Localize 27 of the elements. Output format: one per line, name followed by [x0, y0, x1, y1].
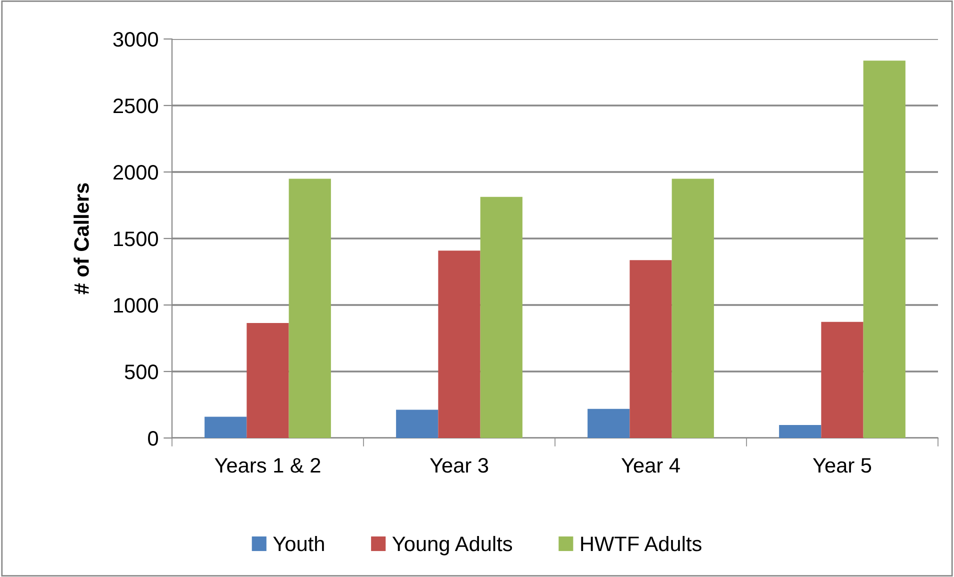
y-tick-label: 2000	[114, 165, 158, 180]
bar	[246, 322, 289, 438]
bar	[779, 424, 822, 438]
y-tick-label: 1500	[114, 232, 158, 246]
y-tick-label: 0	[148, 431, 158, 446]
legend-label: HWTF Adults	[581, 536, 702, 552]
legend-label: Youth	[273, 536, 324, 552]
x-tick-label: Years 1 & 2	[214, 458, 320, 473]
bar	[863, 60, 906, 438]
bar	[396, 410, 438, 438]
y-tick-label: 2500	[114, 98, 158, 114]
bar	[821, 322, 864, 438]
bar	[588, 408, 630, 438]
y-tick-label: 3000	[113, 32, 158, 47]
bar	[288, 178, 331, 438]
y-tick-label: 500	[124, 364, 158, 380]
x-tick-label: Year 4	[621, 458, 680, 473]
bar	[480, 196, 522, 438]
y-axis-title: # of Callers	[74, 183, 89, 294]
x-tick-label: Year 3	[430, 458, 488, 473]
bar	[672, 178, 714, 438]
bar	[438, 250, 480, 438]
bar	[630, 260, 672, 438]
bar	[204, 416, 247, 438]
y-tick-label: 1000	[114, 298, 158, 313]
x-tick-label: Year 5	[812, 458, 872, 473]
legend-label: Young Adults	[392, 536, 512, 556]
